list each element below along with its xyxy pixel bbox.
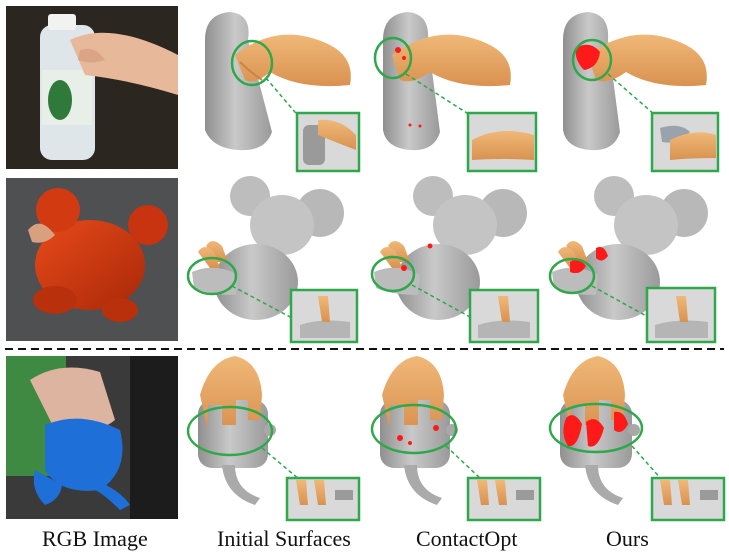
render-toy-ours [548, 176, 717, 344]
column-caption-ours: Ours [606, 526, 649, 551]
rgb-photo-bottle [6, 6, 178, 169]
rgb-photo-toy-mouse [6, 178, 178, 341]
render-teapot-contactopt [370, 356, 542, 522]
render-teapot-ours [548, 356, 726, 522]
render-toy-initial [186, 176, 359, 344]
row-bottle [6, 6, 720, 173]
rgb-photo-teapot [6, 356, 178, 519]
render-teapot-initial [186, 356, 361, 522]
render-toy-contactopt [370, 176, 540, 344]
column-caption-initial-surfaces: Initial Surfaces [217, 526, 351, 551]
column-caption-contactopt: ContactOpt [416, 526, 518, 551]
render-bottle-contactopt [373, 12, 538, 173]
row-toy-mouse [6, 176, 717, 344]
render-bottle-initial [205, 12, 361, 173]
column-caption-rgb-image: RGB Image [42, 526, 148, 551]
render-bottle-ours [563, 12, 720, 173]
row-teapot [6, 356, 726, 522]
